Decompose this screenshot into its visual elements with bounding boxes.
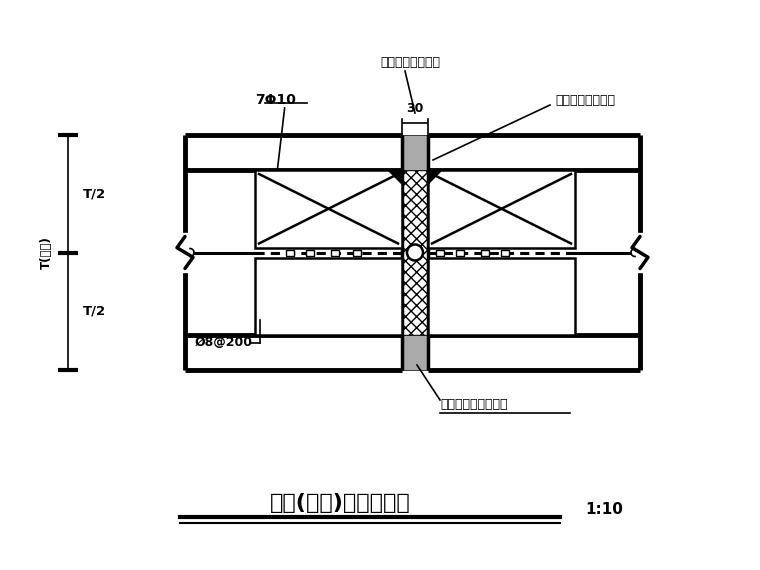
Text: 1:10: 1:10 xyxy=(585,502,623,516)
Circle shape xyxy=(631,249,639,256)
Bar xyxy=(331,250,339,255)
Bar xyxy=(185,135,640,170)
Bar xyxy=(306,250,314,255)
Text: 底板时该处无密封胶: 底板时该处无密封胶 xyxy=(440,398,508,412)
Bar xyxy=(428,258,575,335)
Circle shape xyxy=(407,245,423,260)
Text: T/2: T/2 xyxy=(83,305,106,317)
Bar xyxy=(353,250,361,255)
Bar xyxy=(402,170,428,335)
Text: 双组份聚硫密封胶: 双组份聚硫密封胶 xyxy=(555,93,615,107)
Bar xyxy=(436,250,444,255)
Bar xyxy=(481,250,489,255)
Text: 30: 30 xyxy=(407,102,423,115)
Bar xyxy=(255,170,402,247)
Text: 底板(顶板)变形缝详图: 底板(顶板)变形缝详图 xyxy=(270,493,410,513)
Bar xyxy=(402,335,428,370)
Polygon shape xyxy=(388,170,402,184)
Bar xyxy=(402,135,428,370)
Bar xyxy=(286,250,294,255)
Bar xyxy=(456,250,464,255)
Circle shape xyxy=(186,249,194,256)
Text: Ø8@200: Ø8@200 xyxy=(195,336,253,349)
Text: T/2: T/2 xyxy=(83,188,106,200)
Bar xyxy=(501,250,509,255)
Bar xyxy=(255,258,402,335)
Text: 聚乙烯发泡填缝板: 聚乙烯发泡填缝板 xyxy=(380,56,440,70)
Polygon shape xyxy=(428,170,442,184)
Text: T(板厕): T(板厕) xyxy=(40,236,52,269)
Bar xyxy=(185,335,640,370)
Bar xyxy=(402,135,428,170)
Text: 7Φ10: 7Φ10 xyxy=(255,93,296,107)
Bar xyxy=(428,170,575,247)
